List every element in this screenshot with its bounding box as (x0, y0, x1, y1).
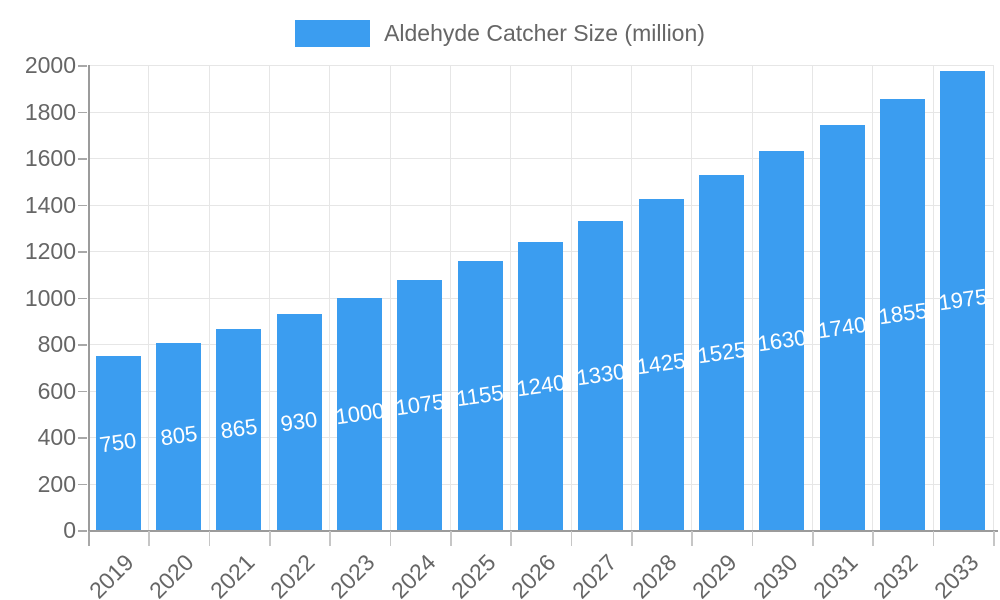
x-gridline (269, 65, 270, 530)
y-gridline (88, 158, 993, 159)
x-gridline (148, 65, 150, 530)
x-axis-tick (269, 531, 271, 546)
y-axis-tick (78, 158, 87, 160)
y-tick-label: 1200 (24, 238, 76, 264)
x-tick-label: 2022 (264, 549, 320, 600)
x-tick-label: 2028 (626, 549, 682, 600)
x-axis-tick (993, 531, 995, 546)
y-axis-tick (78, 204, 87, 206)
bar-value-label: 930 (279, 406, 320, 437)
bar-value-label: 750 (98, 427, 139, 458)
x-axis-tick (932, 531, 935, 546)
y-gridline (88, 65, 993, 66)
x-gridline (932, 65, 934, 530)
y-tick-label: 1400 (24, 191, 76, 218)
x-axis-tick (631, 531, 633, 546)
y-axis-tick (78, 297, 87, 299)
x-axis-tick (872, 531, 874, 546)
x-tick-label: 2026 (506, 549, 561, 600)
y-tick-label: 600 (37, 377, 76, 404)
bar[interactable] (638, 198, 684, 530)
bar[interactable] (699, 175, 744, 530)
y-tick-label: 1600 (24, 145, 76, 171)
y-tick-label: 400 (37, 424, 76, 450)
x-axis-line (88, 530, 998, 532)
legend-swatch (295, 20, 371, 47)
x-axis-tick (208, 531, 211, 546)
bar[interactable] (337, 297, 382, 530)
y-gridline (88, 204, 993, 206)
y-axis-tick (78, 344, 87, 346)
bar[interactable] (880, 98, 925, 530)
y-axis-tick (78, 483, 87, 485)
y-axis-line (88, 65, 90, 530)
y-tick-label: 1000 (24, 284, 76, 311)
y-tick-label: 800 (37, 331, 76, 357)
bar[interactable] (518, 241, 563, 530)
x-gridline (993, 65, 994, 530)
x-tick-label: 2033 (928, 549, 984, 600)
x-gridline (631, 65, 632, 530)
x-tick-label: 2020 (144, 549, 199, 600)
bar[interactable] (216, 328, 262, 530)
y-axis-tick (78, 65, 87, 67)
x-axis-tick (450, 531, 452, 546)
bar[interactable] (819, 125, 865, 530)
bar[interactable] (397, 280, 443, 530)
y-axis-tick (78, 530, 87, 532)
x-axis-tick (389, 531, 392, 546)
x-tick-label: 2019 (83, 549, 139, 600)
y-gridline (88, 111, 993, 113)
bar[interactable] (759, 151, 805, 530)
x-axis-tick (329, 531, 331, 546)
x-gridline (570, 65, 572, 530)
y-tick-label: 1800 (24, 98, 76, 125)
x-axis-tick (148, 531, 150, 546)
legend: Aldehyde Catcher Size (million) (0, 20, 1000, 47)
x-axis-tick (812, 531, 814, 546)
x-tick-label: 2023 (325, 549, 380, 600)
x-tick-label: 2027 (566, 549, 622, 600)
bar[interactable] (95, 355, 141, 530)
x-gridline (208, 65, 210, 530)
y-axis-tick (78, 390, 87, 392)
y-tick-label: 2000 (24, 52, 76, 78)
x-tick-label: 2029 (687, 549, 742, 600)
x-axis-tick (751, 531, 754, 546)
legend-label: Aldehyde Catcher Size (million) (384, 20, 705, 46)
x-gridline (872, 65, 874, 530)
plot-area: 750 805 865 930 1000 1075 1155 1240 1330 1425 1525… (88, 65, 994, 530)
bar[interactable] (940, 70, 986, 530)
y-tick-label: 0 (63, 517, 76, 543)
legend-item[interactable]: Aldehyde Catcher Size (million) (295, 20, 705, 47)
x-axis-tick (570, 531, 573, 546)
bar[interactable] (276, 313, 322, 530)
x-gridline (329, 65, 331, 530)
x-axis-tick (510, 531, 512, 546)
x-gridline (389, 65, 391, 530)
x-gridline (691, 65, 693, 530)
x-axis-tick (691, 531, 693, 546)
x-tick-label: 2031 (807, 549, 863, 600)
x-gridline (450, 65, 451, 530)
x-gridline (751, 65, 753, 530)
bar[interactable] (156, 342, 201, 530)
x-tick-label: 2024 (385, 549, 441, 600)
bar[interactable] (457, 261, 503, 530)
x-gridline (510, 65, 512, 530)
x-tick-label: 2025 (445, 549, 501, 600)
y-tick-label: 200 (37, 470, 76, 497)
x-tick-label: 2030 (747, 549, 803, 600)
y-axis-tick (78, 111, 87, 113)
y-axis-tick (78, 437, 87, 439)
x-gridline (812, 65, 813, 530)
bar-value-label: 805 (158, 420, 199, 451)
x-axis-tick (88, 531, 90, 546)
x-tick-label: 2032 (868, 549, 923, 600)
x-tick-label: 2021 (204, 549, 260, 600)
y-axis-tick (78, 251, 87, 253)
bar[interactable] (578, 220, 624, 530)
